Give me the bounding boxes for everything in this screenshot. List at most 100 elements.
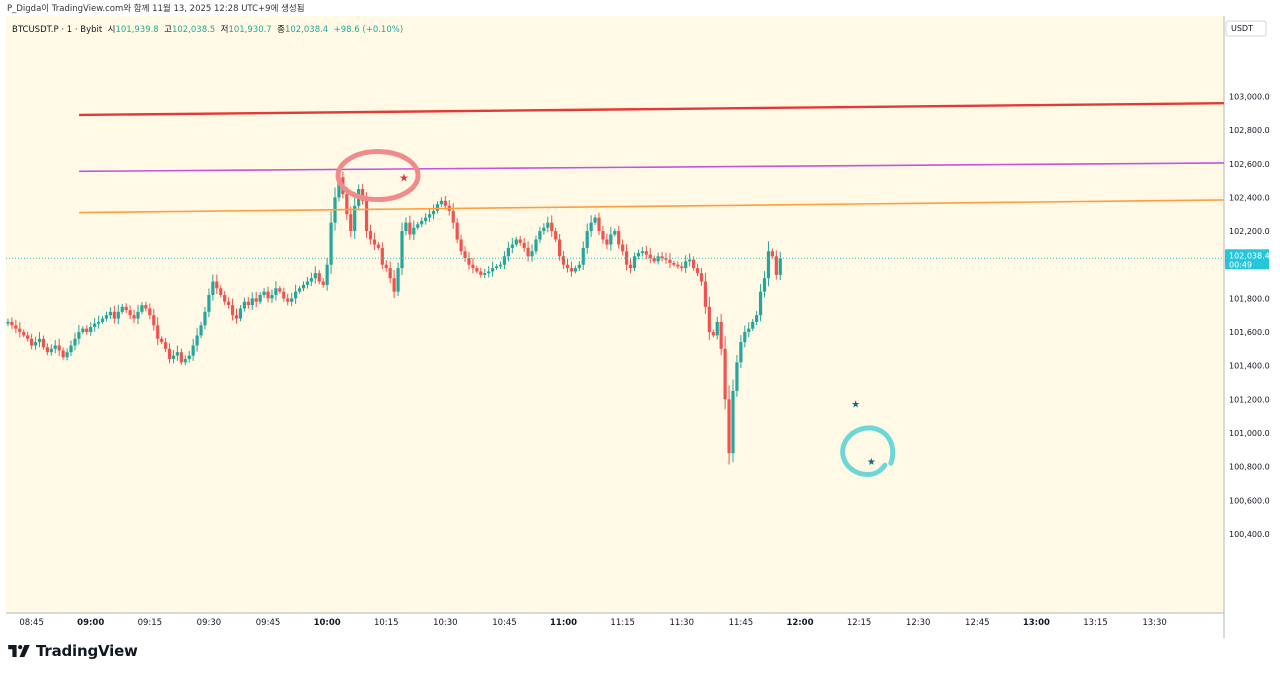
symbol-legend[interactable]: BTCUSDT.P · 1 · Bybit 시101,939.8 고102,03… <box>12 23 403 35</box>
candle <box>400 222 404 275</box>
candle <box>483 268 487 279</box>
price-axis[interactable]: USDT 103,000.0 102,800.0 102,600.0 102,400.0… <box>1225 20 1270 539</box>
candle <box>230 298 235 321</box>
candle <box>301 281 306 292</box>
candle-body <box>672 263 676 265</box>
resistance-line-purple[interactable] <box>79 162 1225 173</box>
legend-close-label: 종 <box>277 25 285 35</box>
candle <box>254 291 258 307</box>
candle <box>163 338 168 353</box>
time-tick-label: 12:30 <box>906 618 931 628</box>
red-star-marker: ★ <box>399 172 409 185</box>
candle <box>167 343 172 364</box>
candle-body <box>522 242 526 248</box>
candle-body <box>96 321 101 324</box>
candle-body <box>329 222 333 265</box>
candle-body <box>621 244 625 252</box>
candle-body <box>577 264 581 269</box>
candle-body <box>112 311 116 319</box>
candle <box>431 204 436 220</box>
candle-body <box>227 301 231 306</box>
candle <box>309 272 313 286</box>
candle <box>680 262 684 272</box>
candle <box>10 317 14 329</box>
candle-body <box>506 247 510 257</box>
candle-body <box>711 332 715 336</box>
candle-body <box>727 399 731 454</box>
candle-body <box>404 222 408 232</box>
candle <box>703 272 708 314</box>
candle-body <box>514 239 518 245</box>
candle-body <box>219 288 223 296</box>
candle-body <box>680 266 684 269</box>
candle-body <box>282 291 286 299</box>
support-line-orange[interactable] <box>79 199 1225 214</box>
price-tick-label: 101,200.0 <box>1229 395 1270 404</box>
resistance-line-red[interactable] <box>79 102 1225 117</box>
candle <box>160 336 164 345</box>
chart-canvas[interactable]: ★ ★ ★ USDT 103,000.0 102,800.0 102,600.0 102,4… <box>6 16 1273 638</box>
candle <box>317 269 321 285</box>
time-axis[interactable]: 08:45 09:00 09:15 09:30 09:45 10:00 10:15 10:30… <box>19 618 1166 628</box>
price-tick-label: 102,200.0 <box>1229 227 1270 236</box>
candle <box>45 343 49 356</box>
candle-body <box>459 239 463 252</box>
legend-symbol[interactable]: BTCUSDT.P · 1 · Bybit <box>12 25 103 35</box>
candle <box>491 261 495 277</box>
candle <box>617 226 621 249</box>
highlight-circle-teal[interactable] <box>840 425 896 477</box>
price-tick-label: 102,600.0 <box>1229 160 1270 169</box>
candle <box>124 303 128 313</box>
tradingview-logo[interactable]: TradingView <box>8 642 138 660</box>
candle <box>719 313 723 356</box>
candle-body <box>542 227 546 232</box>
candle <box>132 309 136 324</box>
candle-body <box>136 311 140 319</box>
candle-body <box>211 281 215 296</box>
candle-body <box>140 305 144 312</box>
candle <box>739 335 743 368</box>
candle-body <box>617 231 621 245</box>
candle-body <box>100 318 105 322</box>
candle <box>609 226 613 251</box>
candle <box>152 308 156 331</box>
candle <box>467 251 471 270</box>
candle-body <box>388 268 392 279</box>
candle <box>128 305 132 320</box>
candle-body <box>467 258 471 265</box>
candle-body <box>262 291 266 296</box>
candle-body <box>550 222 554 232</box>
candle <box>573 265 577 274</box>
candle-body <box>735 362 739 391</box>
candle <box>695 264 700 277</box>
candle <box>183 355 187 366</box>
candle-body <box>688 259 692 262</box>
candle-body <box>179 352 183 363</box>
currency-box[interactable] <box>1225 20 1267 37</box>
candle <box>416 221 420 230</box>
candle-body <box>581 247 585 265</box>
candle-body <box>420 220 424 225</box>
candle-body <box>116 311 120 319</box>
candle <box>550 215 554 237</box>
candle-body <box>148 308 152 316</box>
price-tick-label: 102,400.0 <box>1229 193 1270 202</box>
chart-frame[interactable]: ★ ★ ★ USDT 103,000.0 102,800.0 102,600.0 102,4… <box>6 16 1273 638</box>
candle-body <box>250 298 254 306</box>
price-axis-currency[interactable]: USDT <box>1231 24 1253 33</box>
candle-body <box>435 204 440 211</box>
candle-body <box>636 252 641 257</box>
candle <box>597 212 601 236</box>
candle-body <box>349 214 353 232</box>
candle <box>546 216 550 233</box>
time-tick-label: 12:00 <box>786 618 813 628</box>
candle <box>372 232 377 250</box>
candle <box>668 253 672 269</box>
highlight-circle-red[interactable] <box>335 149 421 203</box>
candle <box>727 385 731 465</box>
candle <box>561 251 566 269</box>
current-price-tag[interactable] <box>1225 249 1269 270</box>
candle-body <box>668 259 672 264</box>
candle-body <box>301 284 306 289</box>
candle <box>644 245 648 260</box>
